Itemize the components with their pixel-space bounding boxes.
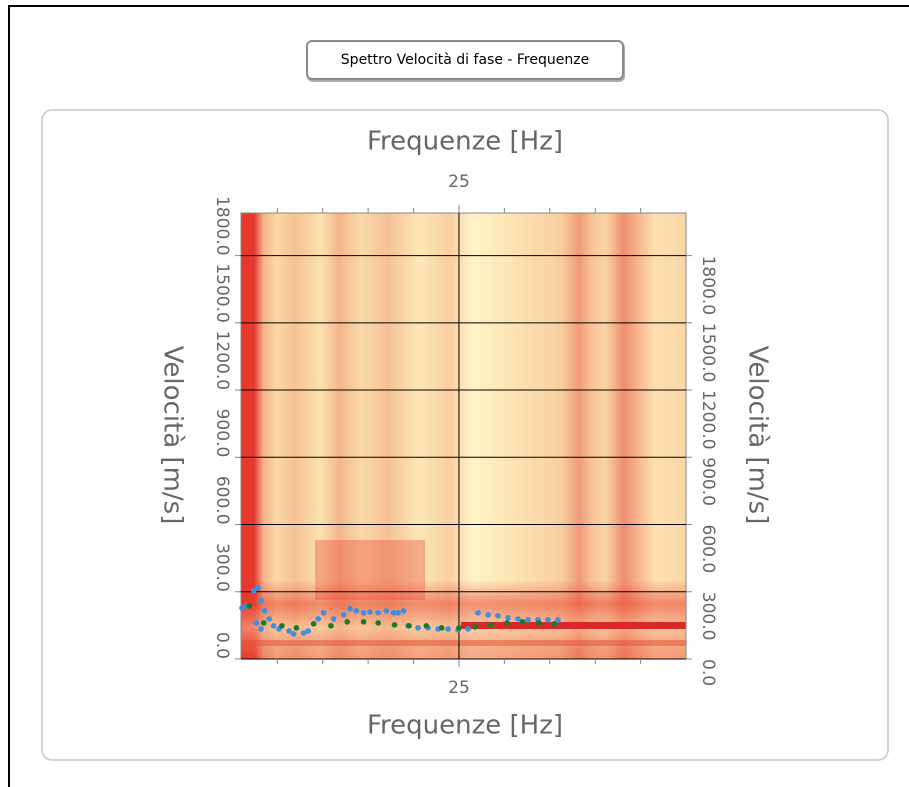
y-tick-label: 1200.0 — [698, 390, 718, 449]
point — [353, 608, 360, 614]
point — [246, 603, 252, 609]
point — [344, 618, 351, 625]
tab-button[interactable]: Spettro Velocità di fase - Frequenze — [306, 40, 624, 80]
point — [305, 628, 312, 634]
y-axis-title: Velocità [m/s] — [158, 346, 188, 525]
point — [515, 616, 521, 622]
point — [415, 625, 421, 631]
point — [472, 624, 479, 630]
point — [505, 614, 511, 621]
y-tick-label: 1800.0 — [212, 196, 232, 255]
point — [438, 625, 445, 631]
point — [320, 610, 327, 616]
point — [239, 605, 245, 611]
y-tick-label: 300.0 — [698, 592, 718, 641]
point — [261, 608, 268, 614]
y-tick-label: 1500.0 — [212, 263, 232, 322]
point — [360, 618, 367, 625]
y-tick-label: 1500.0 — [698, 323, 718, 382]
point — [445, 626, 451, 632]
point — [383, 608, 390, 614]
point — [300, 630, 307, 636]
heatmap-spot — [315, 540, 425, 600]
point — [423, 623, 430, 629]
point — [330, 616, 337, 622]
point — [375, 620, 381, 626]
point — [290, 631, 297, 637]
point — [485, 612, 491, 618]
point — [395, 610, 401, 616]
point — [536, 620, 542, 626]
y-tick-label: 600.0 — [212, 476, 232, 525]
point — [270, 623, 277, 629]
point — [315, 616, 321, 622]
heatmap — [241, 213, 686, 659]
point — [525, 616, 531, 623]
point — [260, 620, 267, 626]
y-tick-label: 0.0 — [698, 659, 718, 686]
x-tick-label: 25 — [448, 678, 470, 698]
y-tick-label: 900.0 — [698, 457, 718, 506]
point — [495, 612, 501, 619]
point — [551, 621, 558, 627]
point — [545, 616, 551, 623]
point — [475, 610, 481, 616]
point — [519, 618, 526, 625]
point — [293, 625, 300, 631]
point — [340, 612, 347, 618]
x-axis-title: Frequenze [Hz] — [367, 711, 563, 741]
point — [310, 621, 317, 627]
point — [555, 616, 561, 623]
point — [250, 587, 257, 594]
point — [487, 622, 494, 628]
point — [360, 610, 367, 616]
point — [400, 608, 407, 614]
point — [375, 610, 381, 616]
x-axis-title: Frequenze [Hz] — [367, 127, 563, 157]
point — [390, 610, 397, 616]
y-tick-label: 300.0 — [212, 543, 232, 592]
y-tick-label: 600.0 — [698, 525, 718, 574]
point — [391, 622, 398, 628]
point — [255, 584, 262, 591]
point — [258, 626, 264, 632]
y-tick-label: 900.0 — [212, 409, 232, 458]
point — [504, 620, 510, 626]
point — [456, 625, 462, 631]
y-tick-label: 1800.0 — [698, 256, 718, 315]
point — [328, 623, 334, 629]
point — [406, 623, 412, 629]
x-tick-label: 25 — [448, 172, 470, 192]
y-axis-title: Velocità [m/s] — [743, 346, 773, 525]
y-tick-label: 1200.0 — [212, 331, 232, 390]
point — [465, 626, 471, 632]
point — [286, 628, 292, 634]
y-tick-label: 0.0 — [212, 632, 232, 659]
point — [367, 609, 373, 615]
point — [347, 605, 353, 612]
point — [258, 597, 264, 604]
point — [279, 623, 285, 629]
point — [253, 620, 260, 626]
point — [266, 616, 272, 622]
heatmap-ridge — [461, 622, 686, 629]
heatmap-ridge — [241, 640, 686, 646]
